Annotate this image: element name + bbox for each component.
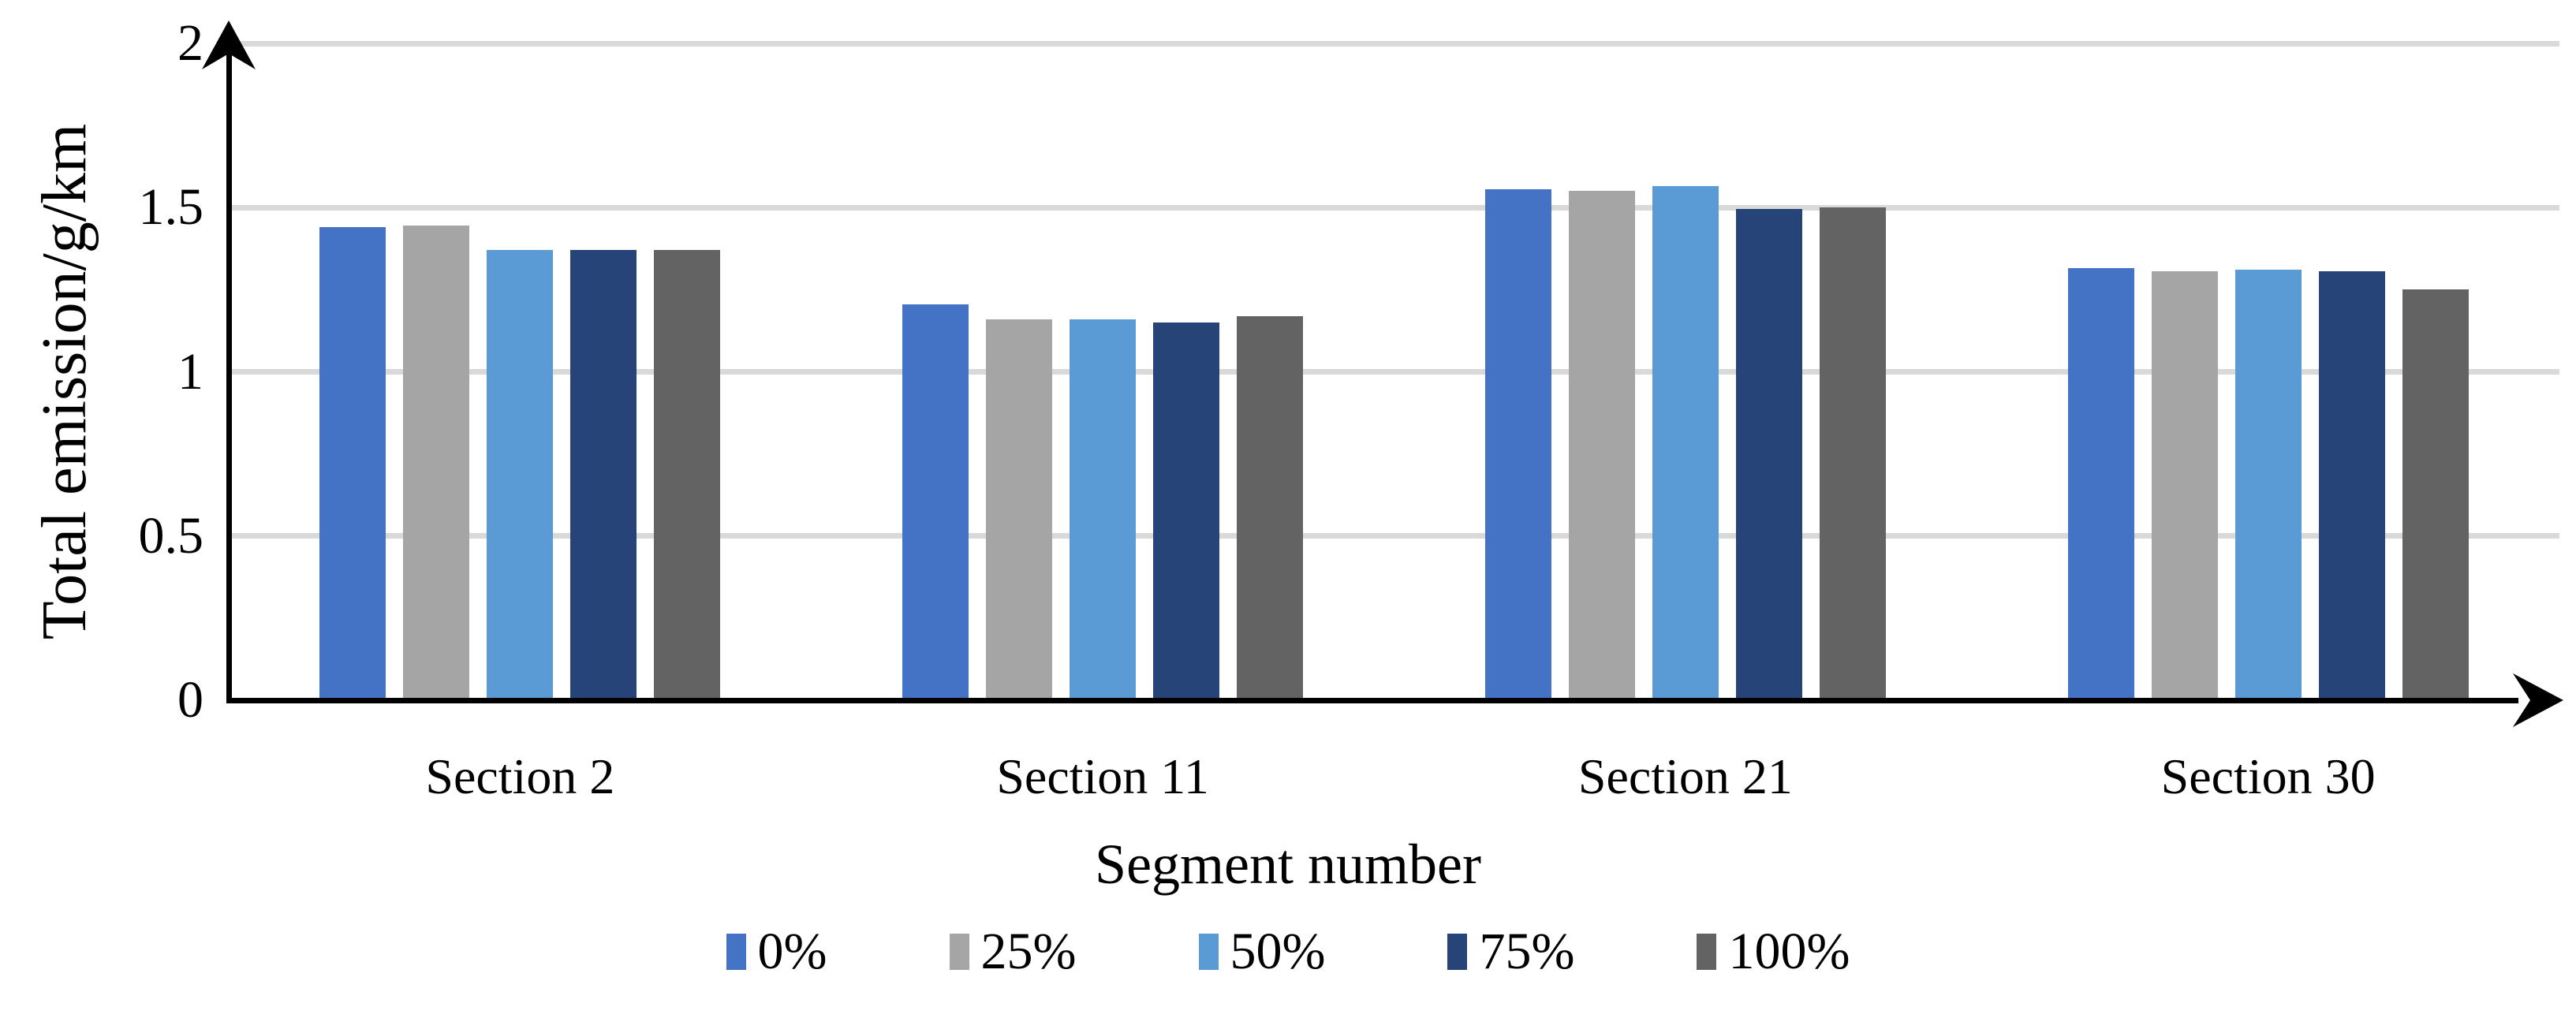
bar-section2-75% — [570, 250, 637, 700]
legend-swatch — [1447, 934, 1468, 970]
legend-label: 75% — [1479, 923, 1575, 980]
bar-section11-0% — [902, 304, 969, 700]
legend-item-75%: 75% — [1447, 921, 1574, 983]
legend-label: 25% — [980, 923, 1077, 980]
legend-label: 100% — [1728, 923, 1850, 980]
legend-label: 50% — [1230, 923, 1326, 980]
legend-item-100%: 100% — [1697, 921, 1850, 983]
y-axis-arrow-icon — [202, 21, 256, 69]
bar-section2-100% — [654, 250, 721, 700]
legend-swatch — [726, 934, 746, 970]
y-tick-label: 0.5 — [138, 506, 204, 565]
y-tick-label: 1.5 — [138, 178, 204, 237]
bar-section2-0% — [319, 227, 386, 700]
x-axis-arrow-icon — [2513, 673, 2563, 727]
x-axis-line — [226, 697, 2518, 703]
legend-swatch — [1697, 934, 1717, 970]
bar-section2-50% — [487, 250, 554, 700]
y-tick-label: 1 — [177, 342, 203, 401]
legend-item-50%: 50% — [1198, 921, 1326, 983]
category-label: Section 21 — [1577, 748, 1793, 804]
bar-section30-50% — [2234, 270, 2302, 700]
bar-section30-75% — [2318, 271, 2385, 700]
bar-section11-75% — [1153, 323, 1220, 700]
bar-section11-100% — [1237, 315, 1304, 700]
gridline-y-0.5 — [229, 533, 2559, 539]
gridline-y-1.5 — [229, 204, 2559, 211]
bar-section21-0% — [1484, 189, 1551, 700]
x-axis-title: Segment number — [1095, 833, 1481, 896]
bar-section21-50% — [1652, 186, 1719, 700]
bar-section21-75% — [1735, 209, 1802, 700]
category-label: Section 2 — [425, 748, 615, 804]
bar-section21-25% — [1568, 191, 1635, 700]
legend-item-25%: 25% — [949, 921, 1077, 983]
bar-section21-100% — [1819, 207, 1886, 700]
legend-swatch — [949, 934, 969, 970]
y-axis-line — [226, 39, 232, 703]
y-tick-label: 0 — [177, 671, 203, 729]
bar-section30-100% — [2402, 289, 2469, 700]
legend: 0% 25% 50% 75% 100% — [0, 921, 2576, 983]
gridline-y-2 — [229, 40, 2559, 47]
legend-item-0%: 0% — [726, 921, 827, 983]
legend-swatch — [1198, 934, 1219, 970]
bar-section11-25% — [986, 319, 1053, 700]
category-label: Section 11 — [996, 748, 1209, 804]
y-tick-label: 2 — [177, 14, 203, 72]
bar-section30-25% — [2151, 271, 2218, 700]
gridline-y-1 — [229, 369, 2559, 375]
legend-label: 0% — [757, 923, 827, 980]
bar-section30-0% — [2067, 268, 2134, 700]
bar-section2-25% — [403, 226, 470, 700]
bar-section11-50% — [1070, 319, 1137, 700]
category-label: Section 30 — [2160, 748, 2376, 804]
